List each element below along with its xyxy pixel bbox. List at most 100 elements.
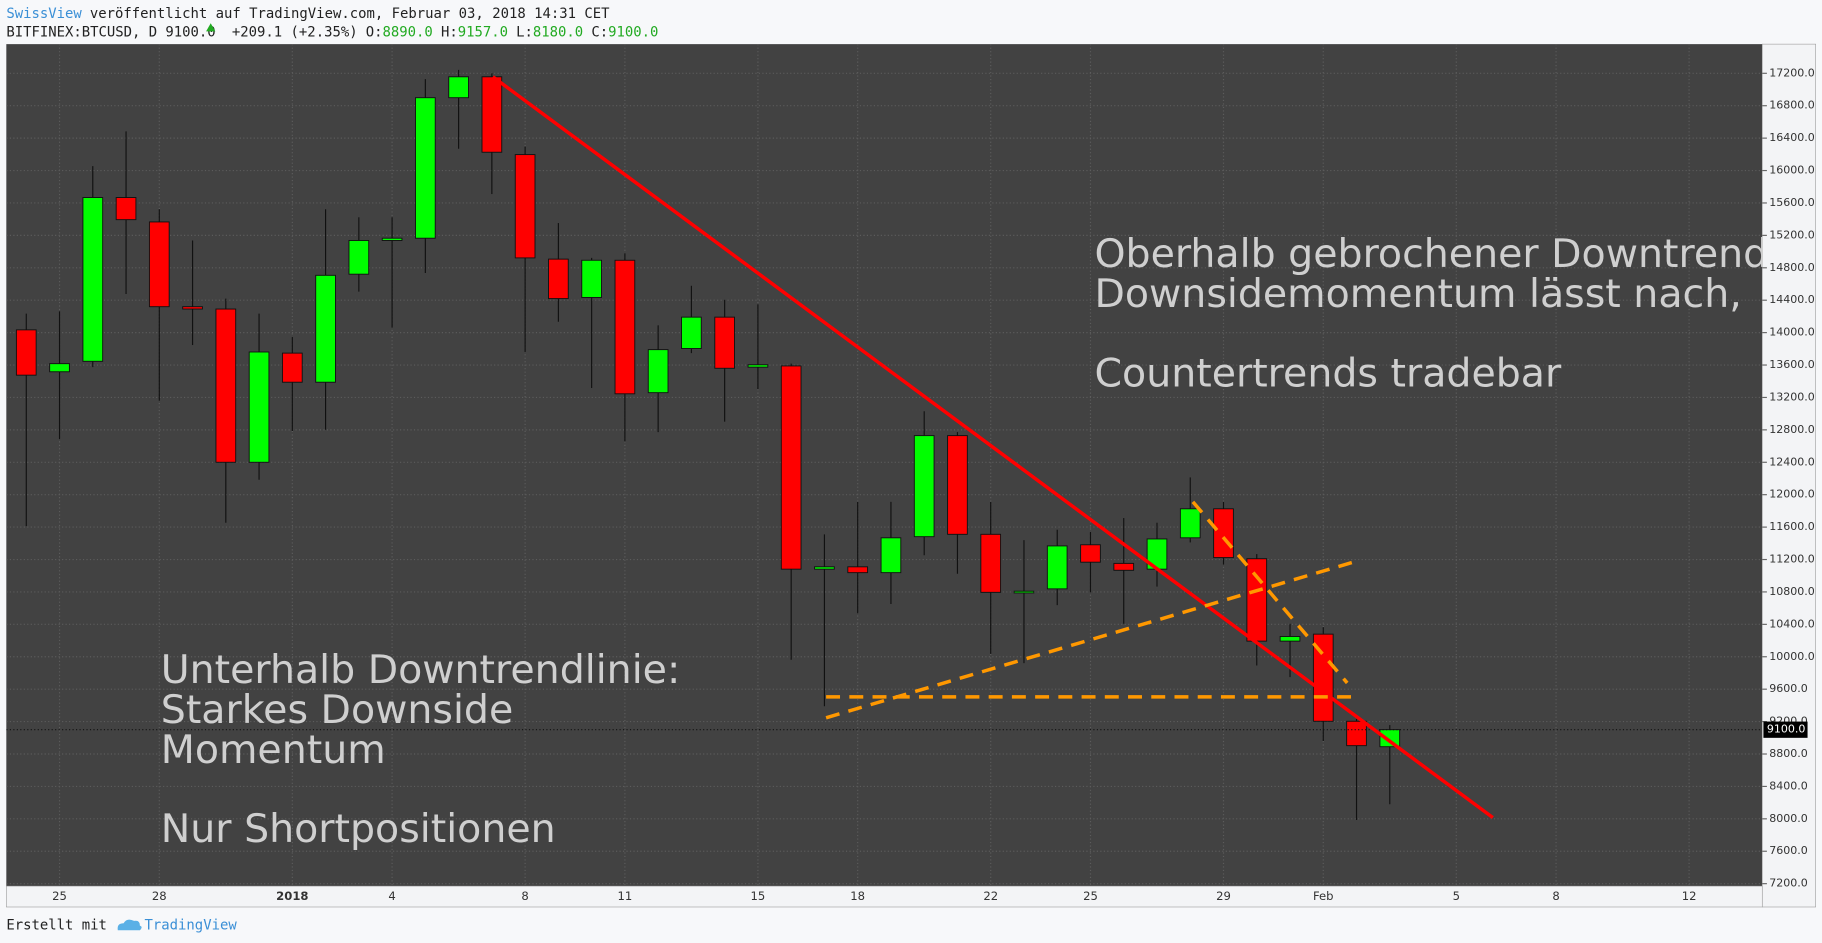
y-tick-label: 12400.0	[1769, 455, 1815, 468]
candle-body	[148, 221, 170, 308]
candle-body	[1246, 558, 1268, 642]
y-tick-label: 12000.0	[1769, 488, 1815, 501]
ohlc-label: C:	[591, 25, 608, 41]
candle-body	[847, 566, 869, 574]
x-tick-label: 5	[1453, 889, 1460, 903]
candle-body	[1213, 508, 1234, 559]
candle-body	[381, 237, 403, 241]
y-tick-label: 17200.0	[1769, 66, 1815, 79]
y-tick-label: 10800.0	[1769, 585, 1815, 598]
ohlc-value: 9157.0	[458, 25, 508, 41]
candle-body	[747, 364, 769, 368]
symbol: BITFINEX:BTCUSD, D	[6, 25, 157, 41]
axes: 7200.07600.08000.08400.08800.09200.09600…	[52, 66, 1815, 903]
ohlc-value: 8180.0	[533, 25, 583, 41]
candle-body	[913, 435, 935, 538]
candle-body	[1080, 544, 1101, 563]
ohlc-label: O:	[366, 25, 383, 41]
candle-body	[15, 329, 37, 376]
ohlc-label: H:	[441, 25, 458, 41]
time-axis	[6, 885, 1763, 908]
annotation: Downsidemomentum lässt nach,	[1094, 271, 1741, 317]
trend-line	[491, 75, 1494, 820]
x-tick-label: 18	[850, 889, 865, 903]
y-tick-label: 15600.0	[1769, 196, 1815, 209]
ohlc-value: 8890.0	[383, 25, 433, 41]
y-tick-label: 11200.0	[1769, 553, 1815, 566]
y-tick-label: 8000.0	[1769, 812, 1808, 825]
y-tick-label: 16000.0	[1769, 164, 1815, 177]
y-tick-label: 16800.0	[1769, 99, 1815, 112]
candle-body	[1346, 720, 1367, 747]
candle-body	[481, 76, 503, 153]
x-tick-label: 2018	[276, 889, 308, 903]
candle-body	[248, 351, 270, 463]
candle-body	[880, 537, 902, 574]
last-price-box	[1763, 721, 1808, 738]
candle-body	[115, 197, 137, 221]
x-tick-label: 8	[1552, 889, 1559, 903]
y-tick-label: 8800.0	[1769, 747, 1808, 760]
footer-prefix: Erstellt mit	[6, 918, 107, 934]
candle-body	[448, 76, 469, 99]
candle-body	[980, 533, 1002, 593]
x-tick-label: 11	[617, 889, 632, 903]
price-axis	[1761, 43, 1816, 908]
candle-body	[548, 258, 569, 300]
footer-brand[interactable]: TradingView	[145, 918, 238, 934]
candle-body	[415, 97, 436, 239]
candle-body	[947, 435, 968, 535]
x-tick-label: 29	[1216, 889, 1231, 903]
x-tick-label: 28	[152, 889, 167, 903]
y-tick-label: 16400.0	[1769, 131, 1815, 144]
y-tick-label: 7200.0	[1769, 877, 1808, 890]
ohlc-value: 9100.0	[608, 25, 658, 41]
annotation: Starkes Downside	[161, 687, 513, 733]
annotation: Oberhalb gebrochener Downtrend	[1094, 231, 1768, 277]
annotation: Nur Shortpositionen	[161, 806, 556, 852]
ohlc-label: L:	[516, 25, 533, 41]
x-tick-label: Feb	[1313, 889, 1334, 903]
candle-body	[1046, 545, 1068, 590]
y-tick-label: 9600.0	[1769, 682, 1808, 695]
candle-body	[681, 316, 702, 349]
y-tick-label: 7600.0	[1769, 844, 1808, 857]
candle-body	[614, 259, 636, 395]
candle-body	[1312, 633, 1334, 722]
header: SwissView veröffentlicht auf TradingView.…	[6, 6, 658, 41]
y-tick-label: 10000.0	[1769, 650, 1815, 663]
candle-body	[182, 306, 203, 310]
candle-body	[281, 352, 303, 383]
y-tick-label: 14000.0	[1769, 326, 1815, 339]
y-tick-label: 12800.0	[1769, 423, 1815, 436]
candle-body	[1113, 562, 1135, 571]
candle-body	[348, 240, 370, 275]
x-tick-label: 8	[521, 889, 528, 903]
x-tick-label: 4	[388, 889, 395, 903]
last-price: 9100.0	[165, 25, 215, 41]
annotation: Momentum	[161, 727, 386, 773]
x-tick-label: 15	[751, 889, 766, 903]
y-tick-label: 13600.0	[1769, 358, 1815, 371]
up-arrow-icon	[206, 23, 216, 32]
candle-body	[581, 259, 602, 298]
candle-body	[215, 308, 237, 463]
y-tick-label: 13200.0	[1769, 390, 1815, 403]
last-price-label: 9100.0	[1767, 723, 1806, 736]
y-tick-label: 15200.0	[1769, 228, 1815, 241]
tradingview-logo	[117, 919, 142, 931]
dashed-drawing	[1191, 500, 1349, 685]
candle-body	[49, 363, 70, 373]
candle-body	[1279, 636, 1301, 642]
candle-body	[1179, 508, 1201, 539]
annotation: Unterhalb Downtrendlinie:	[161, 647, 680, 693]
plot: Oberhalb gebrochener DowntrendDownsidemo…	[6, 69, 1768, 852]
x-tick-label: 25	[1083, 889, 1098, 903]
candle-body	[780, 365, 802, 570]
annotation: Countertrends tradebar	[1094, 351, 1561, 397]
change: +209.1 (+2.35%)	[232, 25, 358, 41]
author: SwissView	[6, 6, 82, 22]
candle-body	[1013, 590, 1035, 594]
plot-area	[6, 44, 1763, 887]
